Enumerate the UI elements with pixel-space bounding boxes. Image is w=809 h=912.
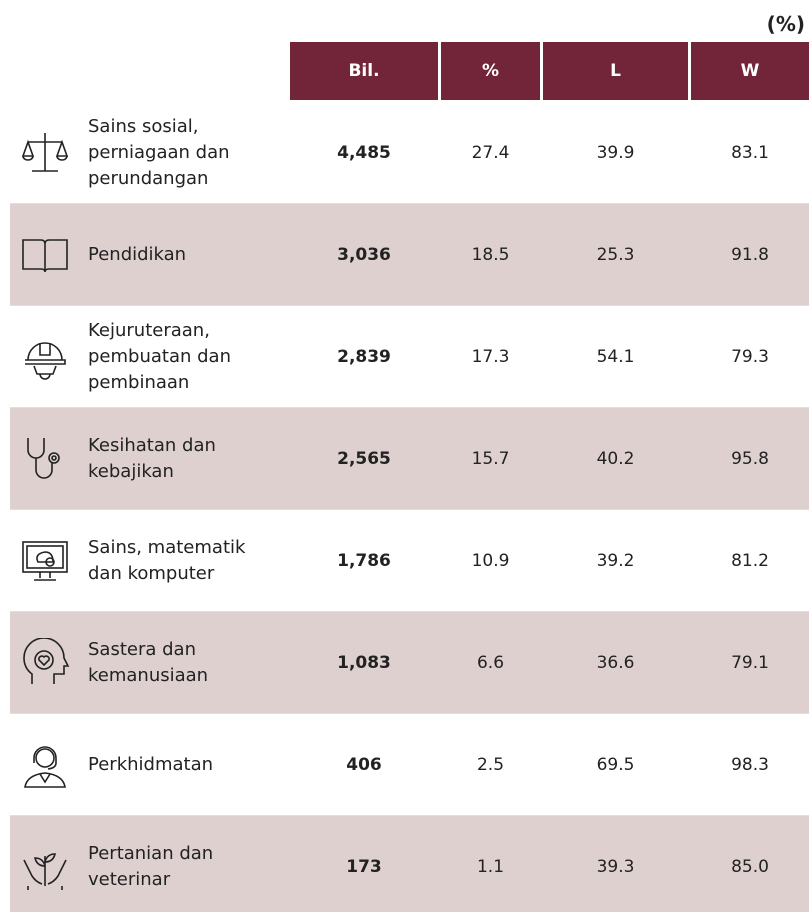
table-row (10, 102, 809, 204)
cell-value: 18.5 (471, 245, 510, 265)
table-row (10, 510, 809, 612)
table-row (10, 306, 809, 408)
field-name: Kejuruteraan, pembuatan dan pembinaan (88, 320, 231, 393)
cell-value: 173 (346, 857, 382, 877)
cell-value: 1.1 (476, 857, 505, 877)
cell-value: 54.1 (596, 347, 635, 367)
cell-value: 36.6 (596, 653, 635, 673)
field-icon (23, 638, 70, 684)
table-row (10, 408, 809, 510)
cell-value: 3,036 (337, 245, 391, 265)
table-row (10, 204, 809, 306)
field-icon (22, 239, 68, 273)
column-header: % (441, 42, 540, 100)
field-name: Pendidikan (88, 244, 187, 265)
cell-value: 79.1 (731, 653, 769, 673)
cell-value: 406 (346, 755, 382, 775)
cell-value: 25.3 (596, 245, 635, 265)
cell-value: 4,485 (337, 143, 391, 163)
field-name: Sains, matematik dan komputer (88, 537, 246, 584)
field-name: Pertanian dan veterinar (88, 843, 214, 890)
cell-value: 6.6 (476, 653, 505, 673)
field-icon (27, 438, 60, 479)
field-icon (24, 746, 66, 788)
cell-value: 1,083 (337, 653, 391, 673)
field-name: Sains sosial, perniagaan dan perundangan (88, 116, 230, 189)
cell-value: 40.2 (596, 449, 635, 469)
cell-value: 39.3 (596, 857, 635, 877)
cell-value: 15.7 (471, 449, 510, 469)
field-icon (22, 541, 68, 581)
cell-value: 39.2 (596, 551, 635, 571)
cell-value: 95.8 (731, 449, 769, 469)
field-name: Perkhidmatan (88, 754, 214, 775)
cell-value: 1,786 (337, 551, 391, 571)
table-row (10, 612, 809, 714)
cell-value: 10.9 (471, 551, 510, 571)
cell-value: 83.1 (731, 143, 769, 163)
column-header: Bil. (290, 42, 438, 100)
cell-value: 39.9 (596, 143, 635, 163)
table-row (10, 816, 809, 912)
cell-value: 2,565 (337, 449, 391, 469)
cell-value: 85.0 (731, 857, 769, 877)
field-name: Kesihatan dan kebajikan (88, 435, 216, 482)
table-row (10, 714, 809, 816)
cell-value: 27.4 (471, 143, 510, 163)
field-icon (21, 133, 69, 172)
cell-value: 98.3 (731, 755, 769, 775)
cell-value: 81.2 (731, 551, 769, 571)
column-header: L (543, 42, 688, 100)
cell-value: 17.3 (471, 347, 510, 367)
cell-value: 2.5 (476, 755, 505, 775)
unit-label: (%) (766, 12, 805, 36)
field-icon (23, 853, 67, 890)
cell-value: 79.3 (731, 347, 769, 367)
cell-value: 91.8 (731, 245, 769, 265)
cell-value: 2,839 (337, 347, 391, 367)
cell-value: 69.5 (596, 755, 635, 775)
field-icon (25, 342, 66, 380)
field-name: Sastera dan kemanusiaan (88, 639, 209, 686)
column-header: W (691, 42, 809, 100)
